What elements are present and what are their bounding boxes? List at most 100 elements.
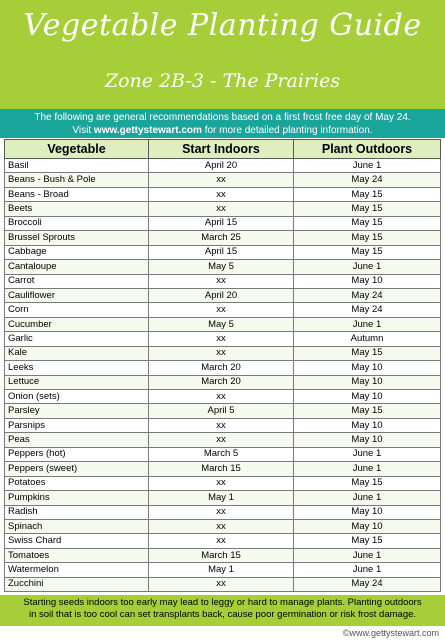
- cell-plant-outdoors: May 15: [293, 244, 441, 261]
- cell-plant-outdoors: June 1: [293, 547, 441, 564]
- table-row: Cauliflower April 20 May 24: [4, 287, 441, 304]
- table-header-row: Vegetable Start Indoors Plant Outdoors: [4, 139, 441, 159]
- table-row: Onion (sets) xx May 10: [4, 388, 441, 405]
- cell-vegetable: Beans - Bush & Pole: [4, 172, 149, 188]
- cell-plant-outdoors: May 15: [293, 533, 441, 549]
- cell-start-indoors: xx: [148, 417, 294, 434]
- planting-table: Vegetable Start Indoors Plant Outdoors B…: [4, 139, 441, 593]
- cell-vegetable: Peppers (sweet): [4, 461, 149, 477]
- header-start-indoors: Start Indoors: [148, 139, 294, 159]
- cell-plant-outdoors: May 24: [293, 302, 441, 318]
- cell-plant-outdoors: May 15: [293, 215, 441, 232]
- cell-vegetable: Beets: [4, 201, 149, 217]
- cell-start-indoors: xx: [148, 504, 294, 520]
- cell-plant-outdoors: June 1: [293, 490, 441, 506]
- cell-plant-outdoors: June 1: [293, 316, 441, 333]
- cell-start-indoors: xx: [148, 172, 294, 188]
- cell-start-indoors: April 20: [148, 287, 294, 304]
- table-row: Lettuce March 20 May 10: [4, 374, 441, 391]
- table-row: Peppers (hot) March 5 June 1: [4, 446, 441, 463]
- cell-plant-outdoors: June 1: [293, 461, 441, 477]
- cell-plant-outdoors: May 10: [293, 273, 441, 289]
- table-row: Beans - Broad xx May 15: [4, 186, 441, 203]
- cell-vegetable: Cucumber: [4, 316, 149, 333]
- cell-plant-outdoors: June 1: [293, 157, 441, 174]
- cell-plant-outdoors: June 1: [293, 562, 441, 578]
- cell-start-indoors: March 20: [148, 360, 294, 376]
- cell-start-indoors: May 5: [148, 259, 294, 275]
- header-vegetable: Vegetable: [4, 139, 149, 159]
- cell-vegetable: Corn: [4, 302, 149, 318]
- cell-plant-outdoors: May 10: [293, 388, 441, 405]
- table-row: Spinach xx May 10: [4, 518, 441, 535]
- cell-plant-outdoors: May 24: [293, 172, 441, 188]
- planting-grid: Vegetable Start Indoors Plant Outdoors B…: [4, 139, 441, 593]
- cell-start-indoors: April 15: [148, 244, 294, 261]
- cell-start-indoors: March 20: [148, 374, 294, 391]
- cell-vegetable: Cantaloupe: [4, 259, 149, 275]
- cell-vegetable: Radish: [4, 504, 149, 520]
- footer-line1: Starting seeds indoors too early may lea…: [23, 597, 422, 608]
- website-link[interactable]: www.gettystewart.com: [93, 125, 202, 136]
- cell-start-indoors: xx: [148, 533, 294, 549]
- cell-vegetable: Cabbage: [4, 244, 149, 261]
- table-row: Potatoes xx May 15: [4, 475, 441, 492]
- cell-plant-outdoors: May 15: [293, 201, 441, 217]
- table-row: Kale xx May 15: [4, 345, 441, 362]
- cell-start-indoors: March 5: [148, 446, 294, 463]
- cell-vegetable: Peppers (hot): [4, 446, 149, 463]
- cell-vegetable: Zucchini: [4, 576, 149, 593]
- cell-plant-outdoors: May 10: [293, 417, 441, 434]
- cell-plant-outdoors: May 15: [293, 345, 441, 362]
- cell-plant-outdoors: May 24: [293, 287, 441, 304]
- info-note-line2: Visit www.gettystewart.com for more deta…: [0, 124, 445, 137]
- cell-vegetable: Swiss Chard: [4, 533, 149, 549]
- cell-plant-outdoors: May 15: [293, 475, 441, 492]
- cell-vegetable: Kale: [4, 345, 149, 362]
- table-row: Watermelon May 1 June 1: [4, 562, 441, 578]
- cell-vegetable: Pumpkins: [4, 490, 149, 506]
- info-note-prefix: Visit: [72, 125, 94, 136]
- cell-start-indoors: March 15: [148, 461, 294, 477]
- cell-plant-outdoors: May 10: [293, 374, 441, 391]
- table-row: Broccoli April 15 May 15: [4, 215, 441, 232]
- cell-vegetable: Lettuce: [4, 374, 149, 391]
- cell-start-indoors: April 15: [148, 215, 294, 232]
- page-subtitle: Zone 2B-3 - The Prairies: [104, 70, 341, 92]
- table-row: Corn xx May 24: [4, 302, 441, 318]
- header-banner: Vegetable Planting Guide Zone 2B-3 - The…: [0, 0, 445, 109]
- cell-start-indoors: xx: [148, 576, 294, 593]
- info-note: The following are general recommendation…: [0, 109, 445, 138]
- cell-vegetable: Garlic: [4, 331, 149, 347]
- cell-plant-outdoors: May 10: [293, 432, 441, 448]
- cell-vegetable: Brussel Sprouts: [4, 230, 149, 246]
- table-row: Brussel Sprouts March 25 May 15: [4, 230, 441, 246]
- table-row: Peppers (sweet) March 15 June 1: [4, 461, 441, 477]
- cell-plant-outdoors: May 15: [293, 230, 441, 246]
- copyright-credit: ©www.gettystewart.com: [342, 628, 439, 638]
- cell-vegetable: Potatoes: [4, 475, 149, 492]
- footer-line2: in soil that is too cool can set transpl…: [28, 609, 417, 620]
- cell-vegetable: Broccoli: [4, 215, 149, 232]
- cell-start-indoors: xx: [148, 186, 294, 203]
- cell-plant-outdoors: June 1: [293, 446, 441, 463]
- cell-vegetable: Beans - Broad: [4, 186, 149, 203]
- cell-plant-outdoors: June 1: [293, 259, 441, 275]
- cell-start-indoors: March 25: [148, 230, 294, 246]
- table-row: Garlic xx Autumn: [4, 331, 441, 347]
- table-row: Pumpkins May 1 June 1: [4, 490, 441, 506]
- cell-start-indoors: April 20: [148, 157, 294, 174]
- table-row: Swiss Chard xx May 15: [4, 533, 441, 549]
- cell-plant-outdoors: Autumn: [293, 331, 441, 347]
- cell-vegetable: Tomatoes: [4, 547, 149, 564]
- footer-note: Starting seeds indoors too early may lea…: [0, 595, 445, 626]
- table-row: Parsnips xx May 10: [4, 417, 441, 434]
- cell-vegetable: Peas: [4, 432, 149, 448]
- cell-plant-outdoors: May 15: [293, 186, 441, 203]
- table-row: Carrot xx May 10: [4, 273, 441, 289]
- cell-start-indoors: xx: [148, 432, 294, 448]
- cell-vegetable: Watermelon: [4, 562, 149, 578]
- cell-vegetable: Parsley: [4, 403, 149, 419]
- table-row: Radish xx May 10: [4, 504, 441, 520]
- table-row: Cabbage April 15 May 15: [4, 244, 441, 261]
